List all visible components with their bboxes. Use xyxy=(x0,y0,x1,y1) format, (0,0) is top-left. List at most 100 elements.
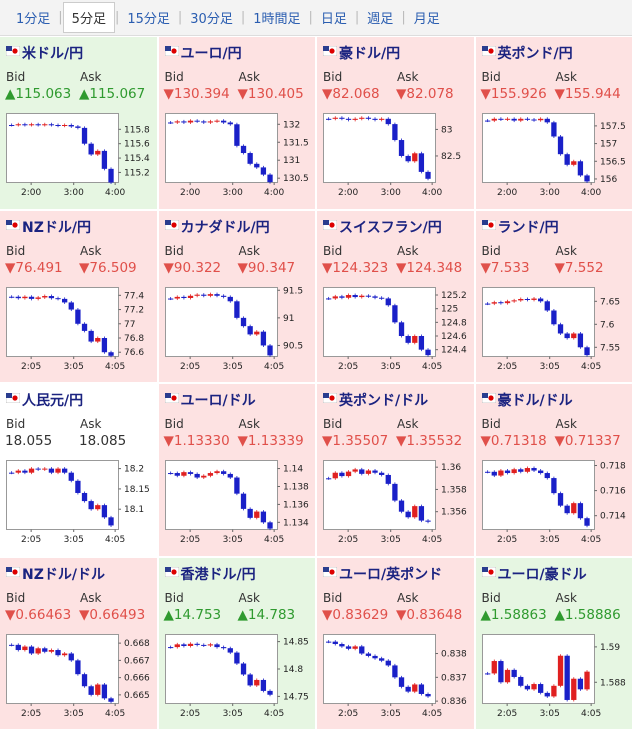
ask-label: Ask xyxy=(397,243,419,258)
candle xyxy=(48,124,55,126)
quote-card: 香港ドル/円 Bid Ask ▲14.753 ▲14.783 14.85 14.8 14.75… xyxy=(158,557,315,729)
quote-card: ユーロ/英ポンド Bid Ask ▼0.83629 ▼0.83648 0.838 0.837… xyxy=(317,557,474,729)
flag-icon xyxy=(6,566,20,577)
pair-title[interactable]: 英ポンド/円 xyxy=(497,46,573,62)
x-tick-label: 3:05 xyxy=(64,535,84,545)
y-tick-label: 1.356 xyxy=(441,508,467,518)
timeframe-tab[interactable]: 1分足 xyxy=(16,12,51,27)
pair-title[interactable]: ユーロ/豪ドル xyxy=(497,566,587,583)
candle xyxy=(332,117,338,119)
candle xyxy=(537,683,543,693)
y-tick-label: 0.666 xyxy=(124,673,150,683)
ask-value: 18.085 xyxy=(79,433,127,449)
candle xyxy=(95,337,101,342)
candle xyxy=(339,472,345,477)
x-tick-label: 4:05 xyxy=(105,709,125,719)
x-tick-label: 4:05 xyxy=(581,362,601,372)
mini-chart: 0.668 0.667 0.666 0.665 2:05 3:05 4:05 xyxy=(6,633,150,719)
y-tick-label: 1.14 xyxy=(283,465,303,475)
timeframe-tab[interactable]: 15分足 xyxy=(127,12,170,27)
candle xyxy=(75,659,81,674)
x-tick-label: 2:05 xyxy=(497,709,517,719)
pair-title[interactable]: NZドル/円 xyxy=(22,219,91,236)
candle xyxy=(577,161,583,176)
candle xyxy=(504,118,510,120)
candle xyxy=(530,119,537,121)
bid-value: ▼124.323 xyxy=(322,259,389,276)
candle xyxy=(497,118,504,120)
candle xyxy=(9,296,15,298)
candle xyxy=(517,118,523,121)
y-tick-label: 0.714 xyxy=(600,512,626,522)
candle xyxy=(180,643,187,646)
y-tick-label: 124.8 xyxy=(441,318,467,328)
plot-area xyxy=(481,113,595,183)
pair-title[interactable]: 人民元/円 xyxy=(22,393,84,409)
ask-label: Ask xyxy=(238,417,260,431)
candle xyxy=(68,472,74,481)
candle xyxy=(491,660,497,673)
pair-title[interactable]: 英ポンド/ドル xyxy=(339,393,429,409)
candle xyxy=(227,296,233,301)
candle xyxy=(405,686,411,692)
pair-title[interactable]: ランド/円 xyxy=(497,219,559,236)
candle xyxy=(101,505,108,518)
candle xyxy=(511,299,517,301)
candle xyxy=(326,297,332,299)
ask-value: ▼0.66493 xyxy=(79,606,146,623)
flag-disc xyxy=(12,48,18,54)
timeframe-tab[interactable]: 週足 xyxy=(367,12,394,27)
candle xyxy=(497,301,504,303)
pair-title[interactable]: ユーロ/英ポンド xyxy=(339,566,443,583)
candle xyxy=(220,295,226,297)
candle xyxy=(372,655,378,658)
y-tick-label: 18.2 xyxy=(124,465,144,475)
flag-canton xyxy=(323,393,329,398)
flag-canton xyxy=(6,393,12,398)
candle xyxy=(365,117,372,119)
candle xyxy=(398,500,405,512)
x-tick-label: 4:00 xyxy=(581,188,601,198)
candle xyxy=(524,118,530,120)
flag-canton xyxy=(323,566,329,572)
candle xyxy=(530,298,537,300)
x-tick-label: 3:00 xyxy=(222,188,242,198)
mini-chart: 0.838 0.837 0.836 2:05 3:05 4:05 xyxy=(323,633,467,719)
ask-value: ▼7.552 xyxy=(554,259,604,276)
pair-title[interactable]: スイスフラン/円 xyxy=(339,219,442,236)
y-tick-label: 0.837 xyxy=(441,673,467,683)
y-tick-label: 90.5 xyxy=(283,341,303,351)
candle xyxy=(537,298,543,301)
flag-disc xyxy=(329,395,335,401)
candle xyxy=(207,293,213,296)
y-tick-label: 1.588 xyxy=(600,678,626,688)
pair-title[interactable]: NZドル/ドル xyxy=(22,566,105,583)
pair-title[interactable]: カナダドル/円 xyxy=(180,219,270,236)
candle xyxy=(557,493,563,506)
y-tick-label: 91.5 xyxy=(283,287,303,296)
pair-title[interactable]: 米ドル/円 xyxy=(22,46,84,62)
candle xyxy=(240,145,246,154)
candle xyxy=(101,337,108,352)
candle xyxy=(101,150,108,169)
flag-disc xyxy=(329,48,335,54)
pair-title[interactable]: 香港ドル/円 xyxy=(180,566,256,583)
candle xyxy=(398,321,405,336)
timeframe-tab[interactable]: 日足 xyxy=(320,12,347,27)
ask-label: Ask xyxy=(555,417,577,431)
pair-title[interactable]: 豪ドル/ドル xyxy=(497,393,573,409)
timeframe-tab[interactable]: 月足 xyxy=(413,12,440,27)
pair-title[interactable]: ユーロ/ドル xyxy=(180,393,256,409)
pair-title[interactable]: 豪ドル/円 xyxy=(339,46,401,62)
candle xyxy=(332,472,338,479)
pair-title[interactable]: ユーロ/円 xyxy=(180,46,242,62)
timeframe-tab[interactable]: 5分足 xyxy=(62,2,115,33)
candle xyxy=(227,473,233,478)
y-tick-label: 131.5 xyxy=(283,138,309,148)
candle xyxy=(75,480,81,493)
candle xyxy=(504,470,510,474)
timeframe-tab[interactable]: 1時間足 xyxy=(253,12,301,27)
timeframe-tab[interactable]: 30分足 xyxy=(190,12,233,27)
ask-label: Ask xyxy=(238,590,260,605)
quote-card: NZドル/円 Bid Ask ▼76.491 ▼76.509 77.4 77.2 77 76.8… xyxy=(0,210,157,382)
